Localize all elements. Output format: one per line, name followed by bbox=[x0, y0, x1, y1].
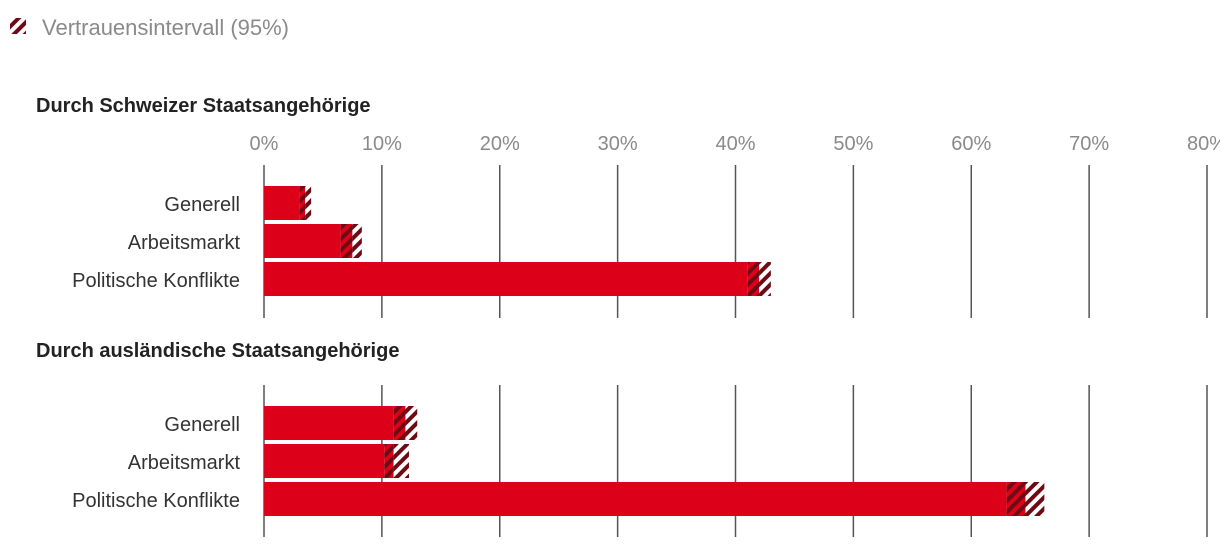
ci-lower-segment bbox=[393, 406, 406, 440]
x-tick-label: 50% bbox=[833, 133, 873, 155]
panel-title: Durch Schweizer Staatsangehörige bbox=[36, 95, 371, 117]
x-tick-label: 10% bbox=[362, 133, 402, 155]
category-label: Generell bbox=[164, 414, 240, 436]
category-label: Arbeitsmarkt bbox=[128, 232, 241, 254]
bar bbox=[264, 444, 385, 478]
ci-upper-segment bbox=[405, 406, 418, 440]
ci-upper-segment bbox=[393, 444, 409, 478]
bar bbox=[264, 186, 300, 220]
x-tick-label: 80% bbox=[1187, 133, 1220, 155]
x-tick-labels: 0% 10% 20% 30% 40% 50% 60% 70% 80% bbox=[250, 133, 1220, 155]
category-labels: Generell Arbeitsmarkt Politische Konflikte bbox=[72, 414, 240, 512]
ci-lower-segment bbox=[340, 224, 353, 258]
ci-lower-segment bbox=[384, 444, 394, 478]
category-label: Generell bbox=[164, 194, 240, 216]
bars bbox=[264, 186, 771, 296]
category-label: Politische Konflikte bbox=[72, 490, 240, 512]
ci-upper-segment bbox=[305, 186, 312, 220]
panel-title: Durch ausländische Staatsangehörige bbox=[36, 340, 399, 362]
x-tick-label: 0% bbox=[250, 133, 279, 155]
x-tick-label: 70% bbox=[1069, 133, 1109, 155]
x-tick-label: 40% bbox=[715, 133, 755, 155]
ci-upper-segment bbox=[352, 224, 362, 258]
ci-upper-segment bbox=[759, 262, 771, 296]
legend-label: Vertrauensintervall (95%) bbox=[42, 15, 289, 40]
ci-upper-segment bbox=[1025, 482, 1045, 516]
bar bbox=[264, 224, 341, 258]
x-tick-label: 60% bbox=[951, 133, 991, 155]
bar bbox=[264, 262, 748, 296]
x-tick-label: 20% bbox=[480, 133, 520, 155]
ci-lower-segment bbox=[747, 262, 760, 296]
gridlines bbox=[263, 165, 1208, 318]
bar bbox=[264, 406, 394, 440]
bar bbox=[264, 482, 1007, 516]
category-labels: Generell Arbeitsmarkt Politische Konflikte bbox=[72, 194, 240, 292]
ci-lower-segment bbox=[299, 186, 306, 220]
panel-swiss: Durch Schweizer Staatsangehörige 0% 10% 20… bbox=[36, 95, 1220, 318]
bars bbox=[264, 406, 1045, 516]
panel-foreign: Durch ausländische Staatsangehörige Gene… bbox=[36, 340, 1208, 537]
category-label: Politische Konflikte bbox=[72, 270, 240, 292]
category-label: Arbeitsmarkt bbox=[128, 452, 241, 474]
x-tick-label: 30% bbox=[598, 133, 638, 155]
legend: Vertrauensintervall (95%) bbox=[10, 15, 289, 40]
legend-swatch-icon bbox=[10, 18, 26, 34]
ci-lower-segment bbox=[1006, 482, 1026, 516]
